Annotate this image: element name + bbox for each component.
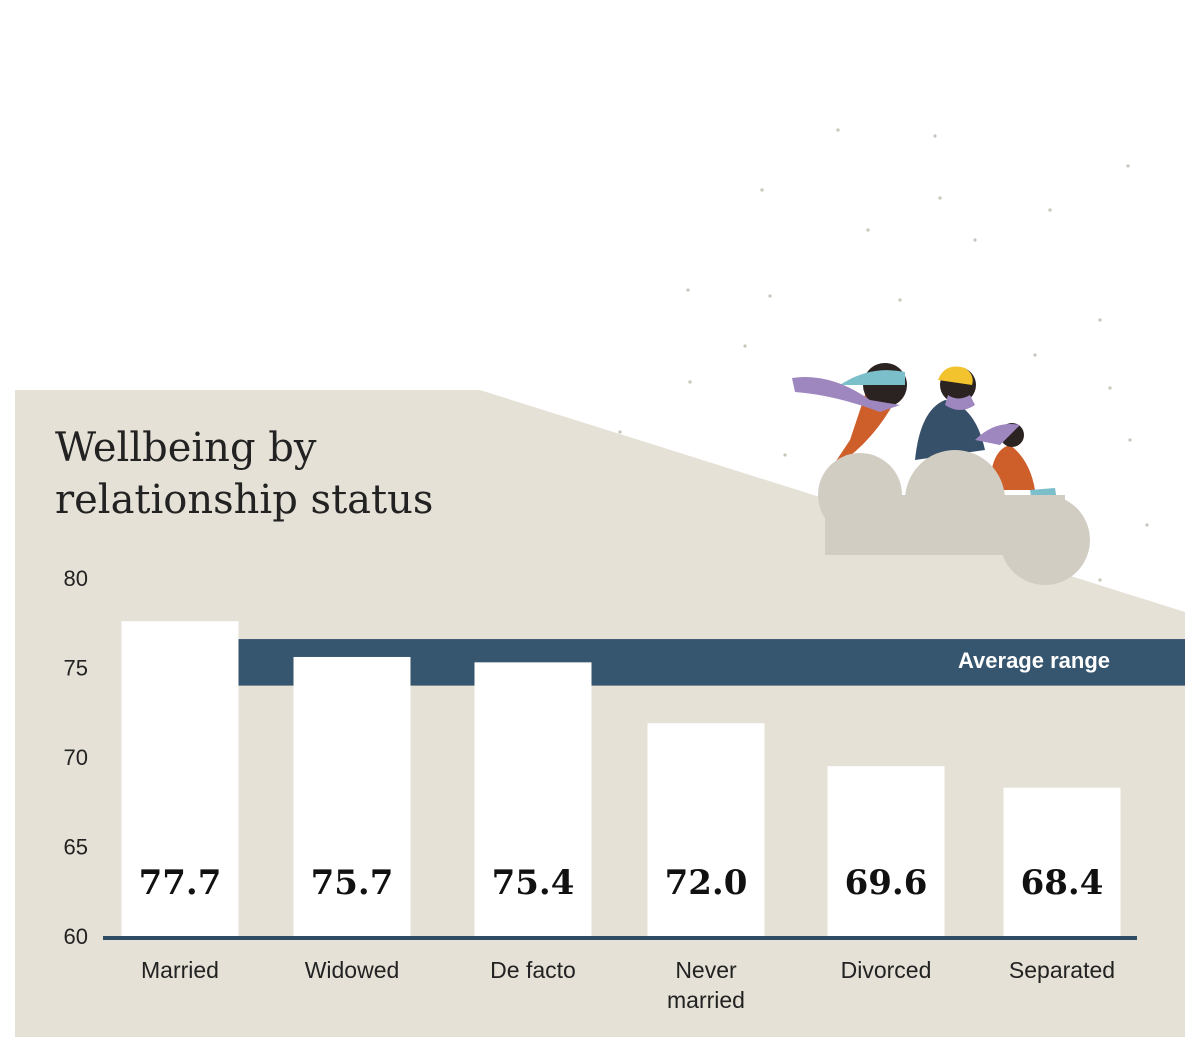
x-tick-label: Never married (667, 957, 745, 1013)
x-tick-label: Widowed (304, 957, 400, 983)
x-tick-label: Married (141, 957, 219, 983)
x-tick-label: Divorced (840, 957, 932, 983)
value-label: 68.4 (1021, 863, 1104, 903)
bar (1003, 787, 1121, 938)
bar (293, 656, 411, 938)
value-label: 75.4 (492, 863, 575, 903)
y-tick-label: 75 (64, 655, 88, 680)
x-tick-label: Separated (1008, 957, 1116, 983)
bar (827, 766, 945, 938)
chart-title: Wellbeing by relationship status (55, 425, 434, 523)
y-tick-label: 65 (64, 834, 88, 859)
value-label: 75.7 (311, 863, 394, 903)
illustration (618, 128, 1149, 585)
bar (647, 723, 765, 938)
bar (121, 621, 239, 938)
y-tick-label: 80 (64, 566, 88, 591)
bar (474, 662, 592, 938)
value-label: 69.6 (845, 863, 928, 903)
value-label: 72.0 (665, 863, 748, 903)
x-tick-label: De facto (490, 957, 576, 983)
y-tick-label: 70 (64, 745, 88, 770)
band-label: Average range (958, 648, 1110, 673)
value-label: 77.7 (139, 863, 222, 903)
y-tick-label: 60 (64, 924, 88, 949)
